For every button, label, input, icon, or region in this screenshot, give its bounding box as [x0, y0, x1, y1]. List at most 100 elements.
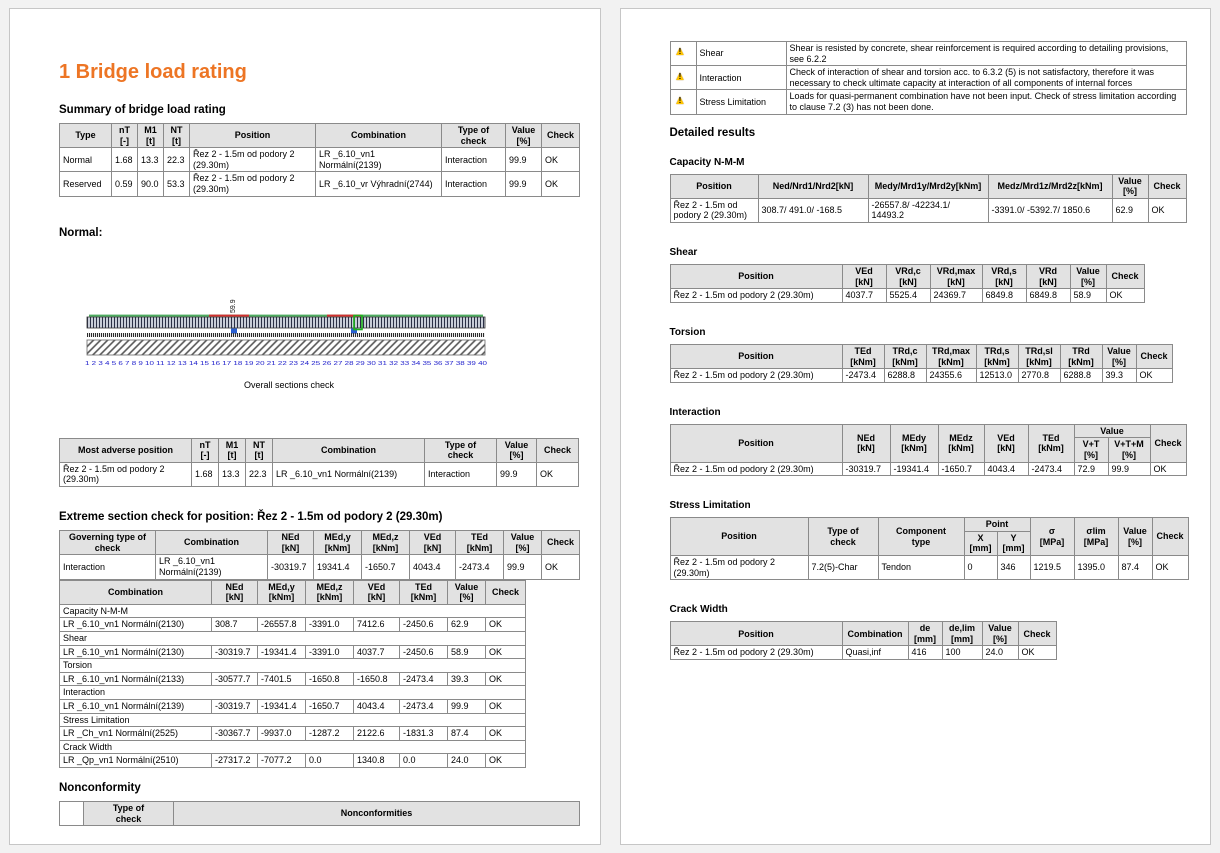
summary-heading: Summary of bridge load rating	[59, 104, 226, 116]
table-cell: OK	[1151, 555, 1189, 581]
column-header: Check	[1017, 621, 1057, 647]
table-cell: OK	[485, 753, 526, 769]
table-cell: Řez 2 - 1.5m od podory 2 (29.30m)	[189, 147, 316, 173]
section-row: Stress Limitation	[59, 712, 526, 728]
column-header: VRd [kN]	[1025, 264, 1071, 290]
column-header: M1 [t]	[218, 437, 246, 463]
table-cell: -30319.7	[841, 461, 891, 477]
table-cell: -1287.2	[305, 726, 354, 741]
table-cell: -3391.0	[305, 644, 354, 660]
table-row: Řez 2 - 1.5m od podory 2 (29.30m) 308.7/ …	[669, 197, 1187, 224]
peak-value-label: 59.9	[230, 299, 237, 313]
table-cell: OK	[485, 644, 526, 660]
section-row: Interaction	[59, 685, 526, 701]
table-cell: OK	[485, 699, 526, 714]
torsion-heading: Torsion	[669, 326, 706, 338]
column-header: Check	[541, 122, 580, 149]
table-cell: Check of interaction of shear and torsio…	[785, 65, 1187, 91]
column-header: TEd [kNm]	[399, 579, 448, 605]
normal-heading: Normal:	[59, 226, 103, 239]
column-header: Value [%]	[503, 530, 542, 556]
table-cell: 99.9	[503, 554, 542, 580]
column-header: TRd,c [kNm]	[883, 343, 927, 370]
beam-top-strip-red-1	[209, 314, 249, 317]
table-cell: Crack Width	[59, 739, 526, 755]
table-cell: 416	[907, 645, 943, 661]
table-cell: -2473.4	[399, 699, 448, 714]
table-cell: OK	[1135, 368, 1173, 383]
page-title: 1 Bridge load rating	[59, 61, 247, 83]
table-cell: 39.3	[447, 671, 486, 687]
table-cell: -1650.8	[305, 671, 354, 687]
column-header: Ned/Nrd1/Nrd2[kN]	[757, 173, 869, 199]
column-header: Position	[669, 343, 843, 370]
header-row: Position Ned/Nrd1/Nrd2[kN] Medy/Mrd1y/Mrd2…	[669, 173, 1187, 199]
column-header: Check	[1105, 264, 1145, 290]
table-cell: 1.68	[111, 147, 138, 173]
table-cell: 58.9	[1069, 288, 1107, 303]
table-cell: 24.0	[447, 753, 486, 769]
table-cell: 0.59	[111, 171, 138, 197]
table-cell: LR _6.10_vn1 Normální(2139)	[59, 699, 212, 714]
support-marker-2	[351, 328, 357, 334]
table-cell: -9937.0	[257, 726, 306, 741]
column-header: σlim [MPa]	[1073, 517, 1119, 557]
section-row: Crack Width	[59, 739, 526, 755]
header-row: Most adverse position nT [-] M1 [t] NT [t] C…	[59, 437, 579, 463]
column-header: VEd [kN]	[983, 423, 1029, 463]
column-header: Combination	[841, 621, 909, 647]
column-header: VRd,max [kN]	[929, 264, 983, 290]
table-row: Interaction LR _6.10_vn1 Normální(2139) -3…	[59, 554, 580, 580]
table-cell: -3391.0/ -5392.7/ 1850.6	[987, 197, 1113, 224]
column-header: Most adverse position	[59, 437, 192, 463]
column-header: Type of check	[441, 122, 506, 149]
diagram-caption: Overall sections check	[243, 379, 335, 390]
table-cell: -19341.4	[889, 461, 939, 477]
table-row: ▲! Stress Limitation Loads for quasi-perma…	[669, 89, 1187, 115]
table-cell: LR _Qp_vn1 Normální(2510)	[59, 753, 212, 769]
column-header: Value [%]	[1101, 343, 1137, 370]
column-header: VRd,c [kN]	[885, 264, 931, 290]
table-row: LR _6.10_vn1 Normální(2130) 308.7 -26557.8…	[59, 617, 526, 632]
column-header: MEdz [kNm]	[937, 423, 985, 463]
table-cell: -26557.8	[257, 617, 306, 632]
table-cell: LR _6.10_vn1 Normální(2139)	[155, 554, 268, 580]
column-header: Value [%]	[505, 122, 542, 149]
column-header: Value [%]	[1111, 173, 1149, 199]
table-cell: LR _6.10_vn1 Normální(2139)	[315, 147, 442, 173]
table-cell: Interaction	[424, 461, 497, 488]
table-cell: 7.2(5)-Char	[807, 555, 879, 581]
column-header: Governing type of check	[59, 530, 156, 556]
header-row: Position Type of check Component type Point…	[669, 517, 1189, 557]
section-row: Torsion	[59, 658, 526, 673]
table-cell: Shear is resisted by concrete, shear rei…	[785, 40, 1187, 67]
header-row: Governing type of check Combination NEd [k…	[59, 530, 580, 556]
table-cell: -26557.8/ -42234.1/ 14493.2	[867, 197, 989, 224]
table-cell: 58.9	[447, 644, 486, 660]
table-cell: 99.9	[505, 147, 542, 173]
table-cell: Capacity N-M-M	[59, 603, 526, 619]
column-header: Medy/Mrd1y/Mrd2y[kNm]	[867, 173, 989, 199]
column-header: Position	[189, 122, 316, 149]
table-cell: LR _6.10_vr Výhradní(2744)	[315, 171, 442, 197]
shear-heading: Shear	[669, 247, 698, 259]
nonconformity-table: Type of check Nonconformities	[59, 801, 580, 827]
header-row: Position Combination de [mm] de,lim [mm] Val…	[669, 621, 1057, 647]
column-header: NEd [kN]	[267, 530, 314, 556]
column-header: MEdy [kNm]	[889, 423, 939, 463]
table-cell: 7412.6	[353, 617, 400, 632]
table-cell: 39.3	[1101, 368, 1137, 383]
table-cell: 6849.8	[1025, 288, 1071, 303]
column-header: VEd [kN]	[841, 264, 887, 290]
column-header: MEd,z [kNm]	[361, 530, 410, 556]
table-cell: -7401.5	[257, 671, 306, 687]
table-cell: -1650.7	[305, 699, 354, 714]
table-cell: -3391.0	[305, 617, 354, 632]
column-header: Check	[1149, 423, 1187, 463]
table-cell: OK	[485, 671, 526, 687]
column-header: TRd,s [kNm]	[975, 343, 1019, 370]
column-header: Combination	[59, 579, 212, 605]
table-cell: Interaction	[441, 147, 506, 173]
column-header: MEd,y [kNm]	[313, 530, 362, 556]
table-cell: 72.9	[1073, 461, 1109, 477]
